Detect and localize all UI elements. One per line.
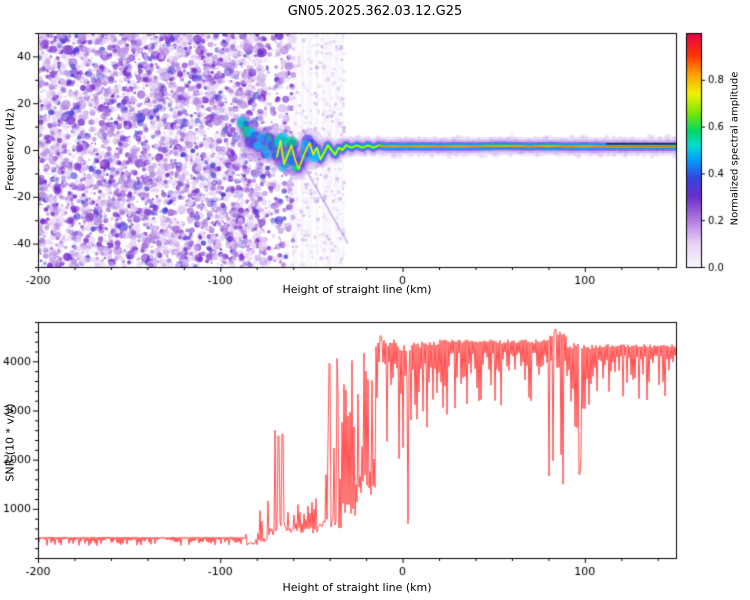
- snr-canvas: [0, 300, 750, 600]
- colorbar-label: Normalized spectral amplitude: [729, 71, 741, 226]
- bottom-yaxis-label: SNR (10 * v/v): [3, 403, 17, 482]
- spectrogram-canvas: [0, 0, 750, 300]
- top-xaxis-label: Height of straight line (km): [282, 283, 432, 296]
- plot-title: GN05.2025.362.03.12.G25: [287, 4, 463, 19]
- bottom-xaxis-label: Height of straight line (km): [282, 581, 432, 594]
- top-yaxis-label: Frequency (Hz): [3, 108, 17, 191]
